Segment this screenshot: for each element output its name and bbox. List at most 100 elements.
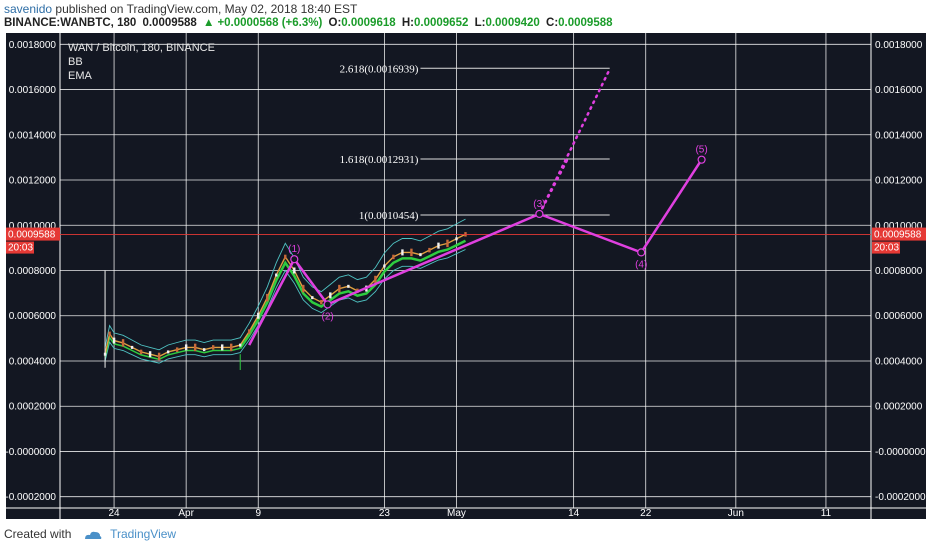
candle xyxy=(166,350,170,354)
candle xyxy=(257,312,260,319)
projection-line xyxy=(538,158,569,216)
candle xyxy=(446,239,449,248)
wave-point xyxy=(637,248,646,257)
legend-title: WAN / Bitcoin, 180, BINANCE xyxy=(68,42,215,54)
y-tick-label: 0.0010000 xyxy=(9,221,57,232)
x-tick-label: Jun xyxy=(728,508,744,519)
candle xyxy=(121,339,125,347)
grid-lines xyxy=(60,33,871,508)
price-change: +0.0000568 (+6.3%) xyxy=(217,17,323,29)
y-tick-label: -0.0000000 xyxy=(5,447,56,458)
legend-ema[interactable]: EMA xyxy=(68,70,93,82)
footer: Created with TradingView xyxy=(4,527,176,541)
candle xyxy=(311,296,314,300)
candle xyxy=(108,331,111,337)
candle xyxy=(184,344,188,351)
price-tag xyxy=(6,227,60,241)
legend-bb[interactable]: BB xyxy=(68,56,83,68)
price-tag-label: 0.0009588 xyxy=(8,230,56,241)
countdown-label: 20:03 xyxy=(8,243,33,254)
y-tick-label: 0.0004000 xyxy=(875,356,923,367)
y-axis-left: 0.0018000 0.0016000 0.0014000 0.0012000 0.00… xyxy=(5,40,56,503)
x-tick-label: May xyxy=(447,508,466,519)
y-tick-label: 0.0008000 xyxy=(9,266,57,277)
ema-line xyxy=(104,335,241,361)
candle xyxy=(130,345,134,349)
wave-line xyxy=(248,159,703,346)
bb-lower-line xyxy=(104,249,466,364)
candle xyxy=(202,348,206,352)
wave-label: (4) xyxy=(635,259,647,270)
wave-point xyxy=(323,300,332,309)
symbol-name: BINANCE:WANBTC, 180 xyxy=(4,17,137,29)
last-price-line: 0.0009588 20:03 0.0009588 20:03 xyxy=(6,227,926,254)
candle xyxy=(392,254,395,260)
y-tick-label: 0.0008000 xyxy=(875,266,923,277)
x-tick-label: 9 xyxy=(255,508,261,519)
candle xyxy=(437,242,440,249)
countdown-label: 20:03 xyxy=(874,243,899,254)
elliott-wave: (1) (2) (3) (4) (5) xyxy=(248,145,708,346)
y-tick-label: 0.0002000 xyxy=(875,402,923,413)
candle xyxy=(302,284,305,293)
candle xyxy=(193,343,197,352)
change-up-icon: ▲ xyxy=(203,17,215,29)
low-label: L: xyxy=(474,17,486,29)
high-label: H: xyxy=(401,17,414,29)
close-label: C: xyxy=(546,17,559,29)
candle xyxy=(410,248,413,257)
y-tick-label: 0.0006000 xyxy=(9,311,57,322)
high-value: 0.0009652 xyxy=(414,17,469,29)
candle xyxy=(374,275,377,284)
wave-point xyxy=(535,209,544,219)
candle xyxy=(112,337,116,344)
candle xyxy=(221,344,224,351)
y-axis-right: 0.0018000 0.0016000 0.0014000 0.0012000 0.00… xyxy=(875,40,926,503)
countdown-tag xyxy=(872,241,900,254)
candle xyxy=(284,254,287,260)
bb-upper-line xyxy=(104,218,466,351)
wave-label: (1) xyxy=(288,244,300,255)
x-tick-label: 14 xyxy=(568,508,580,519)
tradingview-link[interactable]: TradingView xyxy=(110,527,177,541)
y-tick-label: 0.0010000 xyxy=(875,221,923,232)
wave-point xyxy=(697,155,706,164)
wave-label: (3) xyxy=(533,199,545,210)
symbol-bar: BINANCE:WANBTC, 180 0.0009588 ▲ +0.000056… xyxy=(4,17,616,29)
open-value: 0.0009618 xyxy=(341,17,396,29)
candle xyxy=(211,345,215,350)
countdown-tag xyxy=(6,241,34,254)
y-tick-label: 0.0012000 xyxy=(9,176,57,187)
candle xyxy=(148,351,152,358)
x-tick-label: 22 xyxy=(640,508,652,519)
y-tick-label: 0.0012000 xyxy=(875,176,923,187)
open-label: O: xyxy=(328,17,342,29)
wave-label: (2) xyxy=(322,311,334,322)
y-tick-label: 0.0018000 xyxy=(9,40,57,51)
fib-label: 1.618(0.0012931) xyxy=(340,154,419,166)
fib-levels: 2.618(0.0016939) 1.618(0.0012931) 1(0.0010… xyxy=(340,63,610,222)
y-tick-label: 0.0006000 xyxy=(875,311,923,322)
candle xyxy=(248,329,251,334)
candle xyxy=(139,349,143,355)
candle xyxy=(230,343,233,352)
close-value: 0.0009588 xyxy=(558,17,613,29)
candle xyxy=(239,343,242,347)
candle xyxy=(347,284,350,288)
candle xyxy=(383,264,386,268)
author-link[interactable]: savenido xyxy=(4,2,53,16)
fib-label: 2.618(0.0016939) xyxy=(340,63,419,75)
price-line xyxy=(104,233,466,358)
x-axis: 24 Apr 9 23 May 14 22 Jun 11 xyxy=(109,508,832,519)
candle xyxy=(419,253,422,257)
wave-label: (5) xyxy=(695,145,707,156)
publish-text: published on TradingView.com, May 02, 20… xyxy=(55,2,358,16)
fib-label: 1(0.0010454) xyxy=(359,210,419,222)
y-tick-label: 0.0014000 xyxy=(9,130,57,141)
candle xyxy=(455,237,458,241)
candle xyxy=(401,249,404,256)
projection-lines xyxy=(538,67,611,216)
y-tick-label: 0.0016000 xyxy=(9,85,57,96)
y-tick-label: -0.0000000 xyxy=(875,447,926,458)
